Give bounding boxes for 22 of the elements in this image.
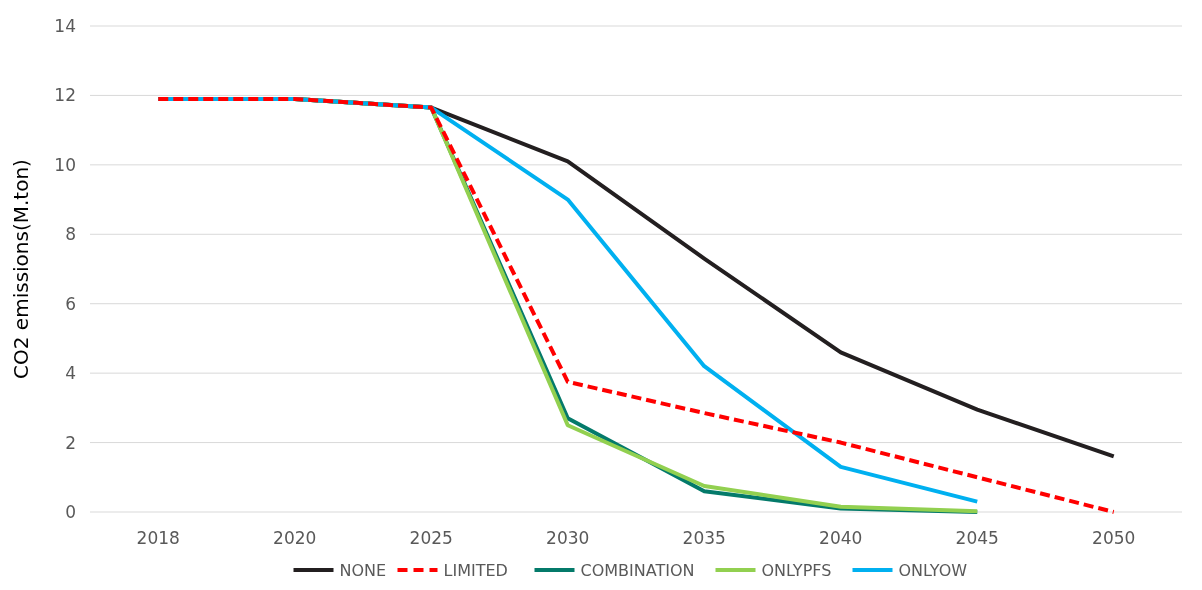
- x-tick-label: 2040: [819, 528, 863, 548]
- y-tick-label: 10: [54, 154, 76, 175]
- legend-label: COMBINATION: [580, 560, 695, 580]
- legend-label: ONLYPFS: [761, 560, 832, 580]
- legend-label: ONLYOW: [898, 560, 968, 580]
- y-tick-label: 6: [65, 293, 76, 314]
- y-tick-label: 0: [65, 501, 76, 522]
- x-tick-label: 2020: [273, 528, 317, 548]
- x-tick-label: 2050: [1092, 528, 1136, 548]
- y-tick-label: 2: [65, 432, 76, 453]
- legend-label: LIMITED: [443, 560, 508, 580]
- y-tick-label: 4: [65, 363, 76, 384]
- y-axis-title: CO2 emissions(M.ton): [9, 159, 33, 379]
- y-tick-label: 14: [54, 15, 76, 36]
- x-tick-label: 2030: [546, 528, 590, 548]
- legend-label: NONE: [339, 560, 387, 580]
- x-tick-label: 2045: [955, 528, 999, 548]
- y-tick-label: 12: [54, 85, 76, 106]
- x-tick-label: 2025: [409, 528, 453, 548]
- x-tick-label: 2035: [682, 528, 726, 548]
- y-tick-label: 8: [65, 224, 76, 245]
- x-tick-label: 2018: [136, 528, 180, 548]
